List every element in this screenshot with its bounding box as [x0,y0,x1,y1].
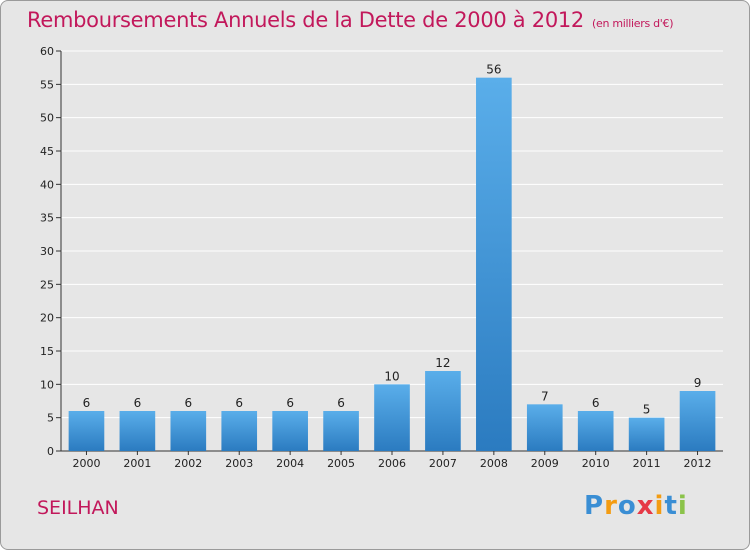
y-tick-label: 35 [40,212,54,225]
bar-2004 [272,411,308,451]
data-label-2006: 10 [384,369,399,383]
x-tick-label-2010: 2010 [582,457,610,470]
x-tick-label-2005: 2005 [327,457,355,470]
logo-letter: t [664,491,678,521]
y-tick-label: 10 [40,378,54,391]
y-tick-label: 15 [40,345,54,358]
logo-letter: i [654,491,665,521]
x-tick-label-2007: 2007 [429,457,457,470]
y-tick-label: 50 [40,112,54,125]
x-tick-label-2009: 2009 [531,457,559,470]
bar-2006 [374,384,410,451]
proxiti-logo: Proxiti [584,491,688,521]
bar-2008 [476,77,512,452]
x-tick-label-2006: 2006 [378,457,406,470]
x-tick-label-2003: 2003 [225,457,253,470]
logo-letter: x [636,491,655,521]
data-label-2003: 6 [235,396,243,410]
y-tick-label: 25 [40,278,54,291]
x-tick-label-2002: 2002 [174,457,202,470]
labels: 0 5 10 15 20 25 30 35 40 45 50 55 60 2000 6 2001 6 2002 6 2… [40,45,712,470]
x-tick-label-2000: 2000 [72,457,100,470]
x-tick-label-2004: 2004 [276,457,304,470]
bars [68,77,716,452]
grid-lines [61,50,723,419]
data-label-2000: 6 [83,396,91,410]
data-label-2009: 7 [541,389,549,403]
bar-2003 [221,411,258,451]
x-tick-label-2012: 2012 [684,457,712,470]
bar-2007 [425,371,461,451]
y-tick-label: 60 [40,45,54,58]
x-tick-label-2008: 2008 [480,457,508,470]
logo-letter: o [617,491,637,521]
bar-2002 [170,411,207,451]
data-label-2011: 5 [643,403,651,417]
commune-name: SEILHAN [37,497,119,519]
bar-2009 [526,404,563,451]
x-tick-label-2001: 2001 [123,457,151,470]
bar-2011 [628,417,665,451]
y-tick-label: 20 [40,312,54,325]
logo-letter: i [677,491,688,521]
y-tick-label: 5 [47,412,54,425]
bar-2005 [323,411,359,451]
y-tick-label: 45 [40,145,54,158]
y-tick-label: 0 [47,445,54,458]
data-label-2010: 6 [592,396,600,410]
data-label-2007: 12 [435,356,450,370]
chart-title-text: Remboursements Annuels de la Dette de 20… [27,8,584,32]
bar-2000 [68,411,105,451]
chart-subtitle: (en milliers d'€) [592,17,674,30]
data-label-2004: 6 [286,396,294,410]
data-label-2005: 6 [337,396,345,410]
data-label-2012: 9 [694,376,702,390]
bar-2001 [119,411,156,451]
data-label-2008: 56 [486,63,501,77]
chart-title: Remboursements Annuels de la Dette de 20… [27,8,673,32]
y-tick-label: 55 [40,78,54,91]
y-tick-label: 40 [40,178,54,191]
x-tick-label-2011: 2011 [633,457,661,470]
data-label-2002: 6 [184,396,192,410]
bar-2010 [577,411,614,451]
logo-letter: P [584,491,605,521]
logo-letter: r [604,491,618,521]
data-label-2001: 6 [134,396,142,410]
bar-2012 [679,391,716,451]
y-tick-label: 30 [40,245,54,258]
